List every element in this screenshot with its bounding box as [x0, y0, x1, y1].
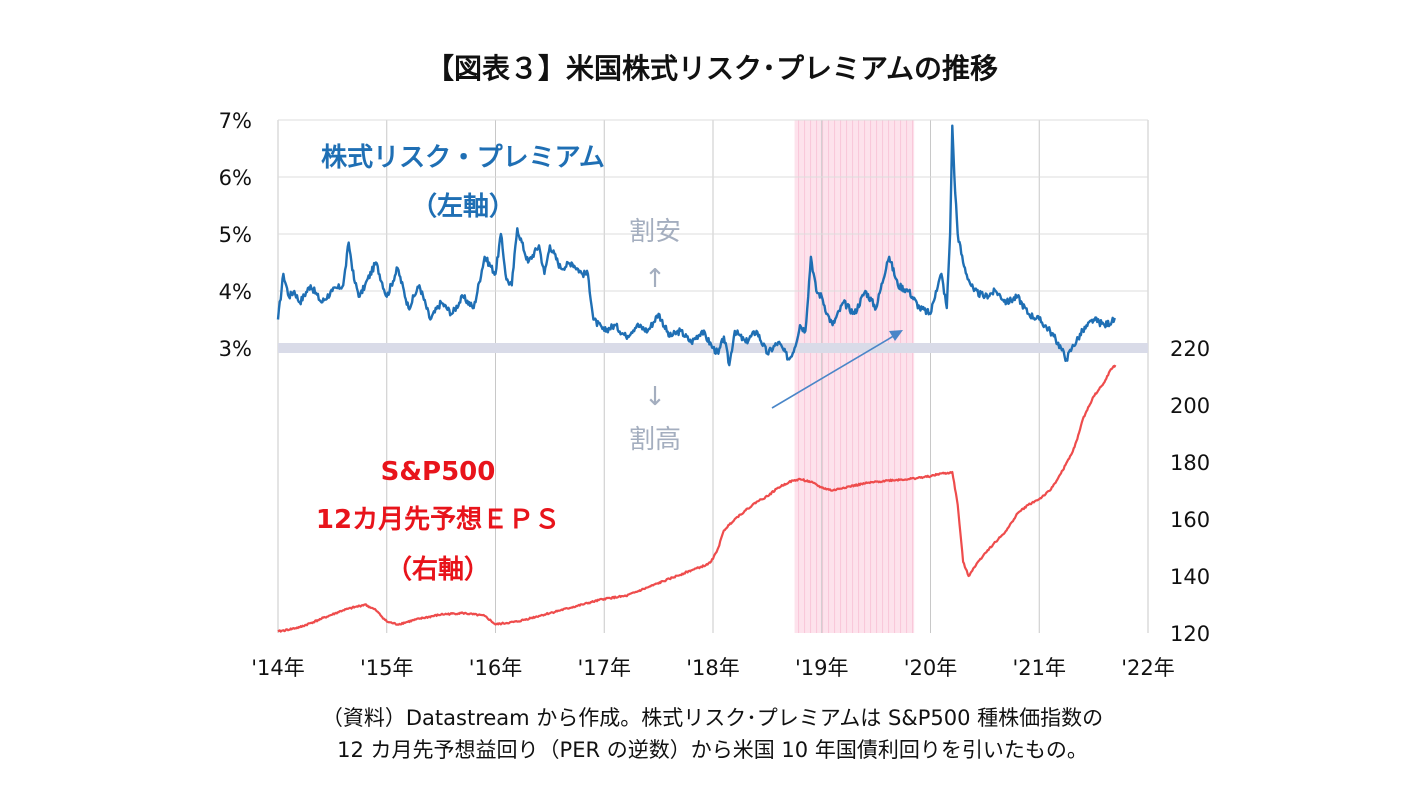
expensive-label: 割高	[629, 425, 681, 455]
erp-label-line2: （左軸）	[411, 191, 515, 222]
right-axis-tick-label: 160	[1170, 508, 1210, 532]
left-axis-tick-label: 7%	[219, 109, 252, 133]
right-axis-tick-label: 120	[1170, 622, 1210, 646]
x-axis-tick-label: '19年	[795, 656, 849, 680]
chart-title: 【図表３】米国株式リスク･プレミアムの推移	[426, 52, 998, 85]
x-axis-tick-label: '17年	[578, 656, 632, 680]
left-axis-tick-label: 6%	[219, 166, 252, 190]
left-axis-tick-label: 5%	[219, 223, 252, 247]
shaded-period	[794, 120, 915, 633]
eps-label-line3: （右軸）	[386, 554, 490, 585]
eps-label-line2: 12カ月先予想ＥＰＳ	[316, 505, 560, 535]
left-axis-tick-label: 3%	[219, 337, 252, 361]
axis-layer: 3% 4% 5% 6% 7% 120 140 160 180 200 220 '14年 '15年 '16年…	[219, 109, 1210, 680]
x-axis-tick-label: '16年	[469, 656, 523, 680]
x-axis-tick-label: '18年	[686, 656, 740, 680]
right-axis-tick-label: 220	[1170, 337, 1210, 361]
annotation-layer: 割安 ↑ ↓ 割高 株式リスク・プレミアム （左軸） S&P500 12カ月先予…	[316, 143, 903, 585]
right-axis-tick-label: 200	[1170, 394, 1210, 418]
x-axis-tick-label: '22年	[1121, 656, 1175, 680]
up-arrow-icon: ↑	[644, 264, 666, 294]
erp-series-line	[276, 124, 1116, 367]
eps-series-line	[277, 364, 1117, 633]
trend-arrowhead-icon	[889, 330, 903, 341]
eps-label-line1: S&P500	[381, 457, 496, 487]
x-axis-tick-label: '21年	[1013, 656, 1067, 680]
right-axis-tick-label: 140	[1170, 565, 1210, 589]
series-layer	[276, 124, 1117, 633]
x-axis-tick-label: '20年	[904, 656, 958, 680]
source-note-line1: （資料）Datastream から作成。株式リスク･プレミアムは S&P500 …	[321, 706, 1104, 730]
right-axis-tick-label: 180	[1170, 451, 1210, 475]
trend-arrow	[771, 333, 898, 409]
down-arrow-icon: ↓	[644, 382, 666, 412]
erp-label-line1: 株式リスク・プレミアム	[321, 143, 605, 173]
x-axis-tick-label: '14年	[251, 656, 305, 680]
source-note-line2: 12 カ月先予想益回り（PER の逆数）から米国 10 年国債利回りを引いたもの…	[337, 738, 1088, 762]
left-axis-tick-label: 4%	[219, 280, 252, 304]
cheap-label: 割安	[629, 217, 681, 247]
x-axis-tick-label: '15年	[360, 656, 414, 680]
